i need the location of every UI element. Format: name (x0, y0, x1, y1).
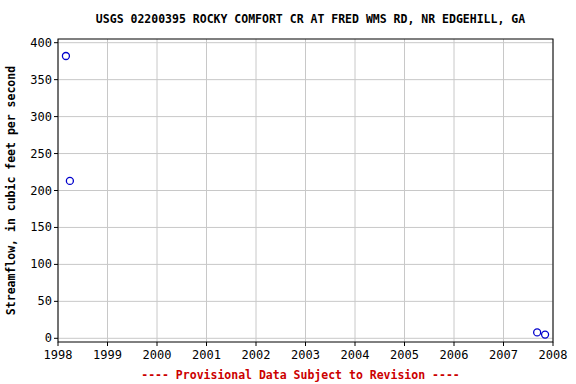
tick-mark (503, 342, 504, 346)
tick-mark (54, 190, 58, 191)
annotation: ---- Provisional Data Subject to Revisio… (141, 368, 460, 382)
tick-label: 100 (30, 257, 52, 271)
grid-line (305, 39, 306, 342)
tick-mark (54, 301, 58, 302)
tick-label: 350 (30, 73, 52, 87)
tick-mark (355, 342, 356, 346)
tick-label: 300 (30, 110, 52, 124)
tick-mark (54, 227, 58, 228)
tick-mark (54, 153, 58, 154)
tick-mark (404, 342, 405, 346)
tick-label: 2007 (489, 348, 518, 362)
tick-label: 2003 (291, 348, 320, 362)
tick-label: 0 (45, 331, 52, 345)
axis-label: Streamflow, in cubic feet per second (4, 66, 18, 315)
tick-label: 2000 (143, 348, 172, 362)
tick-mark (54, 338, 58, 339)
tick-mark (54, 42, 58, 43)
grid-line (256, 39, 257, 342)
tick-label: 2002 (242, 348, 271, 362)
tick-mark (256, 342, 257, 346)
data-point (66, 177, 73, 184)
plot-frame (58, 39, 553, 342)
data-points (62, 52, 548, 338)
tick-mark (553, 342, 554, 346)
tick-label: 400 (30, 36, 52, 50)
tick-label: 2006 (440, 348, 469, 362)
tick-mark (54, 79, 58, 80)
grid-line (355, 39, 356, 342)
data-point (62, 52, 69, 59)
title: USGS 02200395 ROCKY COMFORT CR AT FRED W… (96, 12, 525, 26)
data-point (542, 331, 549, 338)
tick-label: 50 (38, 294, 52, 308)
tick-mark (206, 342, 207, 346)
tick-label: 2004 (341, 348, 370, 362)
tick-label: 150 (30, 220, 52, 234)
tick-label: 2001 (192, 348, 221, 362)
grid-line (107, 39, 108, 342)
tick-mark (58, 342, 59, 346)
tick-label: 2005 (390, 348, 419, 362)
data-point (534, 329, 541, 336)
grid-line (404, 39, 405, 342)
tick-label: 2008 (539, 348, 568, 362)
grid-line (157, 39, 158, 342)
chart: 0 50 100 150 200 250 300 350 400 1998 1999 2000 2001… (0, 0, 576, 384)
grid-line (454, 39, 455, 342)
background (0, 0, 576, 384)
tick-label: 250 (30, 147, 52, 161)
grid-line (206, 39, 207, 342)
tick-mark (54, 116, 58, 117)
grid-line (503, 39, 504, 342)
tick-mark (107, 342, 108, 346)
tick-mark (305, 342, 306, 346)
tick-label: 1998 (44, 348, 73, 362)
tick-mark (454, 342, 455, 346)
tick-mark (157, 342, 158, 346)
tick-label: 1999 (93, 348, 122, 362)
tick-mark (54, 264, 58, 265)
tick-label: 200 (30, 184, 52, 198)
